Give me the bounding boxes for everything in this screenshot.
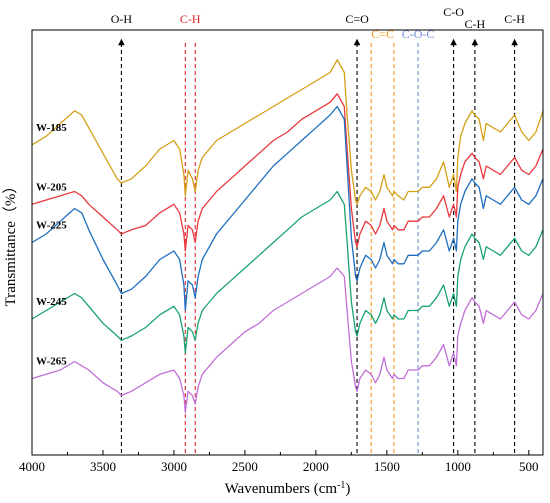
series-labels-layer: W-185 W-205 W-225 W-245 W-265	[36, 122, 67, 368]
x-tick-label-1500: 1500	[374, 459, 400, 474]
annotation-label-2: C=O	[345, 12, 369, 26]
plot-frame	[31, 29, 544, 456]
x-axis-title-sup: -1	[337, 480, 345, 491]
x-tick-label-500: 500	[519, 459, 539, 474]
x-tick-label-3000: 3000	[161, 459, 187, 474]
y-axis-title: Transmittance（%）	[2, 179, 19, 307]
x-tick-label-4000: 4000	[19, 459, 45, 474]
series-line-w-245	[31, 190, 544, 354]
x-tick-label-3500: 3500	[90, 459, 116, 474]
series-label-w-185: W-185	[36, 122, 67, 134]
series-layer	[31, 59, 544, 414]
x-tick-label-2500: 2500	[232, 459, 258, 474]
x-axis-title: Wavenumbers (cm-1)	[225, 480, 351, 498]
series-label-w-225: W-225	[36, 220, 67, 232]
annotation-label-6: C-H	[465, 17, 486, 31]
series-line-w-185	[31, 59, 544, 205]
series-line-w-205	[31, 93, 544, 252]
annotation-label-4: C-O-C	[402, 27, 435, 41]
x-axis-ticks: 4000 3500 3000 2500 2000 1500 1000 500	[19, 450, 539, 474]
series-label-w-205: W-205	[36, 181, 67, 193]
x-tick-label-2000: 2000	[303, 459, 329, 474]
x-tick-label-1000: 1000	[445, 459, 471, 474]
series-label-w-245: W-245	[36, 296, 67, 308]
annotation-label-3: C=C	[371, 27, 394, 41]
x-axis-title-main: Wavenumbers (cm	[225, 481, 338, 497]
series-label-w-265: W-265	[36, 356, 67, 368]
annotation-label-5: C-O	[443, 5, 464, 19]
annotation-label-1: C-H	[180, 12, 201, 26]
annotation-label-0: O-H	[111, 12, 133, 26]
annotations-layer: O-H C-H C=OC=C C-O-CC-OC-H C-H	[111, 5, 525, 453]
series-line-w-265	[31, 267, 544, 414]
x-axis-title-end: )	[345, 481, 350, 497]
series-line-w-225	[31, 105, 544, 312]
annotation-label-7: C-H	[504, 12, 525, 26]
